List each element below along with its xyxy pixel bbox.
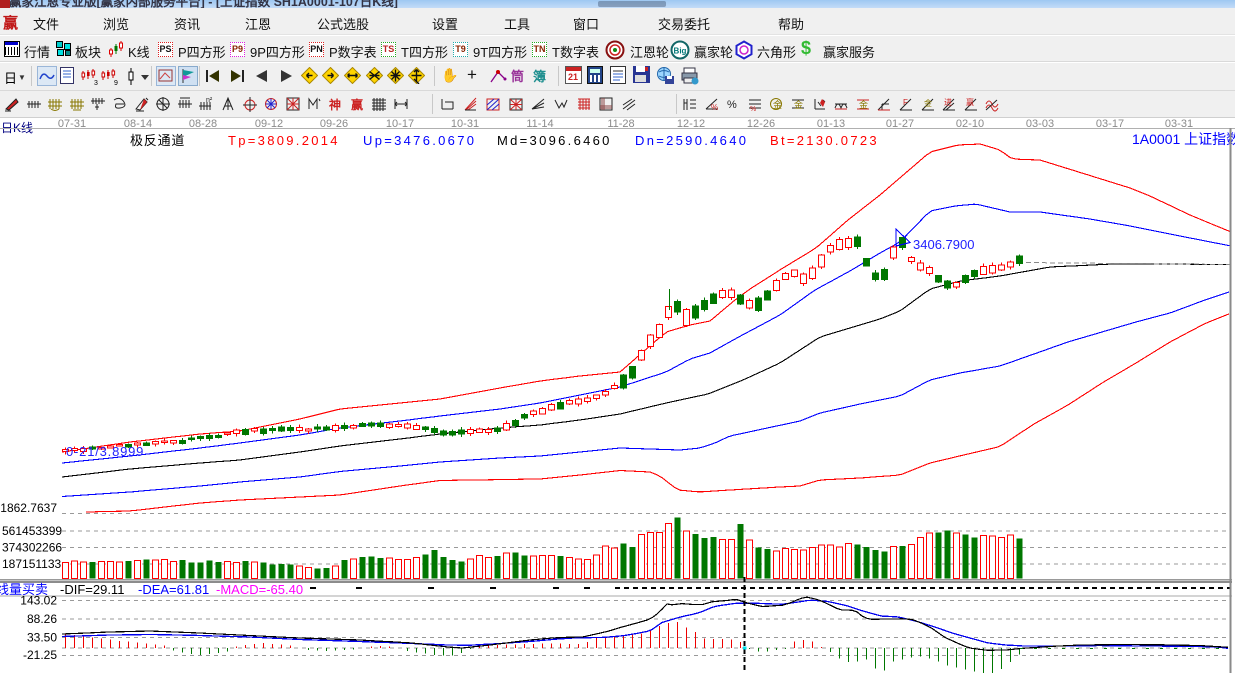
svg-text:-DEA=61.81: -DEA=61.81 xyxy=(138,582,209,597)
svg-text:12-26: 12-26 xyxy=(747,118,775,130)
svg-text:03-31: 03-31 xyxy=(1165,118,1193,130)
svg-text:08-14: 08-14 xyxy=(124,118,152,130)
svg-text:374302266: 374302266 xyxy=(2,541,62,555)
svg-text:Tp=3809.2014: Tp=3809.2014 xyxy=(228,133,340,148)
svg-text:Up=3476.0670: Up=3476.0670 xyxy=(363,133,476,148)
svg-text:561453399: 561453399 xyxy=(2,524,62,538)
svg-text:线量买卖: 线量买卖 xyxy=(0,582,48,597)
svg-text:赢: 赢 xyxy=(966,97,974,107)
svg-text:3406.7900: 3406.7900 xyxy=(913,237,974,252)
svg-text:金: 金 xyxy=(859,99,868,110)
svg-text:33.50: 33.50 xyxy=(27,631,57,645)
svg-text:金: 金 xyxy=(794,99,803,110)
svg-text:-DIF=29.11: -DIF=29.11 xyxy=(60,582,124,597)
svg-text:09-12: 09-12 xyxy=(255,118,283,130)
svg-text:01-13: 01-13 xyxy=(817,118,845,130)
svg-text:n²: n² xyxy=(206,97,213,104)
svg-text:10-31: 10-31 xyxy=(451,118,479,130)
svg-text:3: 3 xyxy=(94,80,98,86)
svg-text:10-17: 10-17 xyxy=(386,118,414,130)
svg-text:03-03: 03-03 xyxy=(1026,118,1054,130)
svg-text:88.26: 88.26 xyxy=(27,612,57,626)
svg-text:01-27: 01-27 xyxy=(886,118,914,130)
svg-text:187151133: 187151133 xyxy=(2,557,62,571)
svg-text:-21.25: -21.25 xyxy=(23,648,57,662)
svg-text:极反通道: 极反通道 xyxy=(130,133,185,148)
svg-text:12-12: 12-12 xyxy=(677,118,705,130)
svg-text:Md=3096.6460: Md=3096.6460 xyxy=(497,133,612,148)
svg-text:金: 金 xyxy=(924,98,932,108)
svg-text:03-17: 03-17 xyxy=(1096,118,1124,130)
svg-text:F: F xyxy=(903,98,908,107)
svg-text:143.02: 143.02 xyxy=(20,594,57,608)
svg-text:0-21/3.8999: 0-21/3.8999 xyxy=(66,444,144,459)
svg-text:Dn=2590.4640: Dn=2590.4640 xyxy=(635,133,748,148)
svg-text:02-10: 02-10 xyxy=(956,118,984,130)
svg-text:赢: 赢 xyxy=(351,97,363,112)
svg-text:Big: Big xyxy=(674,47,687,56)
svg-text:-MACD=-65.40: -MACD=-65.40 xyxy=(216,582,303,597)
svg-text:11-28: 11-28 xyxy=(607,118,634,130)
svg-text:1A0001 上证指数: 1A0001 上证指数 xyxy=(1132,131,1235,147)
svg-text:08-28: 08-28 xyxy=(189,118,217,130)
svg-text:进: 进 xyxy=(944,98,952,107)
svg-text:09-26: 09-26 xyxy=(320,118,348,130)
svg-text:9: 9 xyxy=(114,80,118,86)
svg-text:%: % xyxy=(727,99,737,111)
svg-text:金: 金 xyxy=(773,99,782,110)
svg-text:Bt=2130.0723: Bt=2130.0723 xyxy=(770,133,879,148)
svg-text:%: % xyxy=(750,106,756,112)
svg-text:%: % xyxy=(711,103,718,112)
svg-text:11-14: 11-14 xyxy=(526,118,553,130)
svg-text:07-31: 07-31 xyxy=(58,118,86,130)
svg-text:1862.7637: 1862.7637 xyxy=(0,501,57,515)
svg-text:神: 神 xyxy=(329,97,341,112)
